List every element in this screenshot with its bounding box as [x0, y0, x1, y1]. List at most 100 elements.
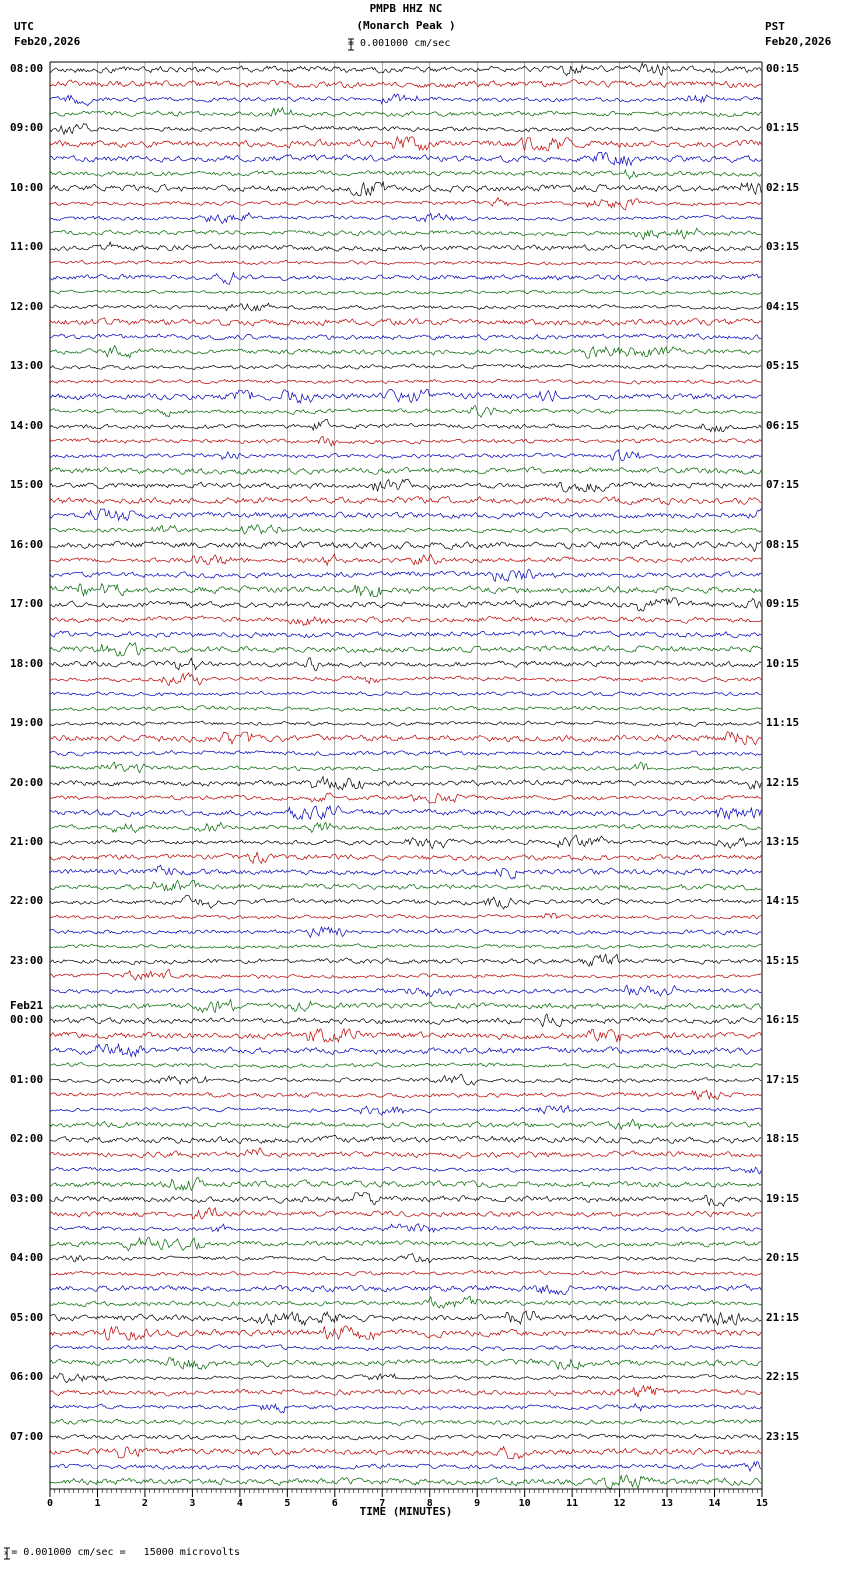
seismic-trace: [49, 775, 762, 791]
x-axis-tick-label: 10: [518, 1498, 531, 1509]
seismic-trace: [49, 436, 762, 447]
seismic-trace: [49, 912, 762, 920]
pst-hour-label: 13:15: [766, 834, 800, 848]
seismic-trace: [49, 984, 762, 998]
utc-hour-label: 23:00: [10, 953, 44, 967]
seismic-trace: [49, 1207, 762, 1220]
seismic-trace: [49, 731, 762, 746]
seismic-trace: [49, 240, 762, 252]
seismic-trace: [49, 1027, 762, 1043]
seismic-trace: [49, 1433, 762, 1441]
seismic-trace: [49, 378, 762, 385]
seismic-trace: [49, 864, 762, 880]
seismic-trace: [50, 1418, 762, 1427]
pst-hour-label: 22:15: [766, 1370, 800, 1384]
seismic-trace: [49, 1402, 762, 1414]
seismic-trace: [49, 363, 762, 371]
utc-hour-label: 10:00: [10, 180, 44, 194]
seismic-trace: [49, 1073, 762, 1086]
seismic-trace: [49, 289, 762, 296]
amplitude-scale-text: = 0.001000 cm/sec: [348, 38, 451, 49]
seismic-trace: [49, 317, 762, 327]
seismic-trace: [49, 389, 762, 405]
seismic-trace: [49, 106, 762, 118]
seismic-trace: [50, 1295, 762, 1309]
pst-hour-label: 04:15: [766, 299, 800, 313]
x-axis-ticks: [49, 1489, 763, 1497]
seismic-trace: [49, 1372, 762, 1384]
seismic-trace: [49, 478, 762, 493]
pst-hour-label: 20:15: [766, 1251, 800, 1265]
seismic-trace: [49, 792, 762, 804]
seismic-trace: [49, 271, 762, 285]
seismic-trace: [49, 1118, 762, 1131]
seismic-trace: [49, 1062, 762, 1069]
seismic-trace: [50, 804, 762, 821]
seismic-trace: [49, 212, 762, 225]
utc-hour-label: 19:00: [10, 716, 44, 730]
x-axis-tick-label: 1: [94, 1498, 101, 1509]
utc-date-label: Feb21: [10, 999, 44, 1013]
seismic-trace: [49, 1325, 762, 1341]
utc-hour-label: 09:00: [10, 121, 44, 135]
seismic-trace: [49, 1284, 762, 1296]
seismic-trace: [49, 79, 762, 89]
seismic-trace: [49, 1460, 762, 1473]
pst-hour-label: 19:15: [766, 1191, 800, 1205]
seismic-trace: [49, 582, 762, 598]
seismic-trace: [49, 1135, 762, 1145]
x-axis-tick-label: 4: [236, 1498, 243, 1509]
seismic-trace: [49, 630, 762, 639]
amplitude-scale-legend: = 0.001000 cm/sec: [348, 38, 451, 51]
seismic-trace: [49, 1192, 762, 1208]
x-axis-tick-label: 8: [426, 1498, 433, 1509]
pst-hour-label: 03:15: [766, 240, 800, 254]
station-title: PMPB HHZ NC: [369, 2, 443, 15]
utc-hour-label: 21:00: [10, 834, 44, 848]
seismic-trace: [49, 333, 762, 341]
seismic-trace: [49, 657, 762, 672]
x-axis-tick-label: 6: [331, 1498, 338, 1509]
seismic-trace: [49, 925, 762, 939]
seismic-trace: [49, 259, 762, 266]
seismic-trace: [49, 1474, 762, 1490]
utc-hour-label: 13:00: [10, 359, 44, 373]
seismic-trace: [49, 151, 762, 167]
station-subtitle: (Monarch Peak ): [356, 19, 456, 32]
seismic-trace: [49, 197, 762, 211]
scale-bar-icon: [348, 38, 354, 51]
utc-hour-label: 20:00: [10, 775, 44, 789]
seismic-trace: [49, 672, 762, 687]
seismic-trace: [49, 227, 762, 241]
footer-scale-note: x = 0.001000 cm/sec = 15000 microvolts: [4, 1547, 240, 1560]
seismic-trace: [49, 508, 762, 522]
right-date-label: Feb20,2026: [765, 35, 832, 48]
seismic-trace: [49, 851, 762, 865]
seismic-trace: [50, 553, 762, 567]
seismic-trace: [49, 1166, 762, 1175]
seismic-trace: [49, 1445, 762, 1460]
utc-hour-label: 11:00: [10, 240, 44, 254]
seismic-trace: [49, 449, 762, 461]
x-axis-tick-label: 2: [141, 1498, 148, 1509]
seismic-trace: [49, 539, 762, 553]
seismic-trace: [49, 1013, 762, 1028]
seismic-trace: [49, 642, 762, 657]
pst-hour-label: 16:15: [766, 1013, 800, 1027]
pst-hour-label: 06:15: [766, 418, 800, 432]
utc-hour-label: 14:00: [10, 418, 44, 432]
utc-hour-label: 15:00: [10, 478, 44, 492]
seismic-trace: [49, 405, 762, 418]
x-axis-tick-label: 9: [474, 1498, 481, 1509]
pst-hour-label: 01:15: [766, 121, 800, 135]
seismic-trace: [49, 1089, 762, 1101]
seismic-trace: [49, 615, 762, 627]
pst-hour-label: 00:15: [766, 62, 800, 75]
utc-hour-label: 22:00: [10, 894, 44, 908]
pst-hour-label: 02:15: [766, 180, 800, 194]
footer-scale-bar-icon: [4, 1547, 10, 1560]
seismic-trace: [49, 495, 762, 506]
pst-hour-label: 07:15: [766, 478, 800, 492]
footnote-marker: x: [4, 1548, 9, 1557]
